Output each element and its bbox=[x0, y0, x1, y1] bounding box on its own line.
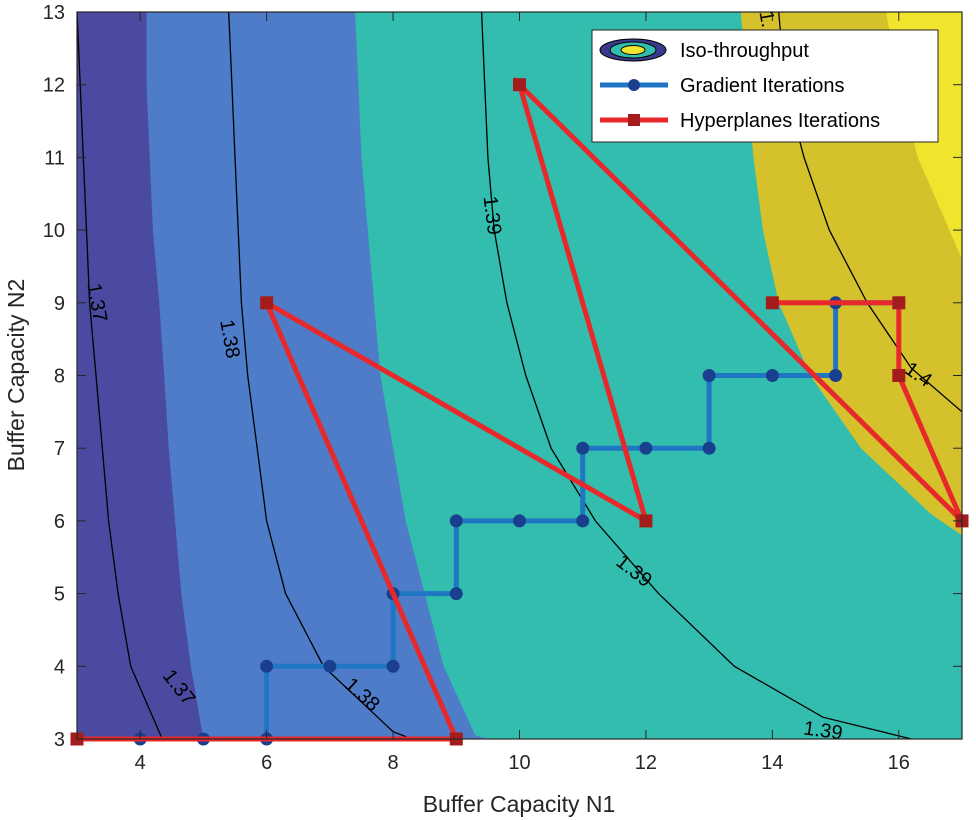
data-point bbox=[386, 659, 400, 673]
y-tick-label: 4 bbox=[54, 656, 65, 678]
x-axis-label: Buffer Capacity N1 bbox=[423, 791, 616, 817]
x-tick-label: 10 bbox=[508, 752, 530, 774]
data-point bbox=[260, 296, 274, 310]
data-point bbox=[829, 369, 843, 382]
contour-region-1.41 bbox=[886, 12, 962, 739]
y-tick-label: 9 bbox=[54, 293, 65, 315]
contour-region-1.40 bbox=[740, 12, 962, 739]
y-tick-label: 8 bbox=[54, 366, 65, 388]
x-axis-ticks: 4 6 8 10 12 14 16 bbox=[135, 12, 910, 774]
data-point bbox=[513, 514, 526, 528]
legend-item: Gradient Iterations bbox=[600, 75, 845, 97]
data-point bbox=[449, 587, 463, 601]
x-tick-label: 4 bbox=[135, 752, 146, 774]
y-tick-label: 11 bbox=[44, 147, 65, 169]
y-tick-label: 6 bbox=[54, 511, 65, 533]
contour-line-1.38 bbox=[228, 12, 413, 739]
data-point bbox=[639, 514, 653, 528]
data-point bbox=[576, 441, 590, 455]
series-layer bbox=[70, 76, 969, 746]
data-point bbox=[892, 369, 906, 382]
y-axis-label: Buffer Capacity N2 bbox=[3, 279, 29, 472]
data-point bbox=[702, 441, 716, 455]
y-tick-label: 7 bbox=[54, 438, 65, 460]
y-tick-label: 10 bbox=[43, 220, 65, 242]
contour-line-1.39 bbox=[480, 12, 912, 739]
contour-label: 1.39 bbox=[802, 717, 844, 744]
y-tick-label: 13 bbox=[43, 2, 65, 24]
y-tick-label: 12 bbox=[43, 75, 65, 97]
y-tick-label: 3 bbox=[54, 729, 65, 751]
legend-label: Hyperplanes Iterations bbox=[680, 110, 880, 132]
x-tick-label: 14 bbox=[761, 752, 783, 774]
data-point bbox=[260, 659, 274, 673]
legend-item: Hyperplanes Iterations bbox=[600, 110, 880, 132]
data-point bbox=[639, 441, 653, 455]
legend: Iso-throughput Gradient Iterations Hyperpl… bbox=[591, 29, 939, 143]
data-point bbox=[892, 296, 906, 310]
legend-marker-icon bbox=[628, 79, 640, 91]
data-point bbox=[765, 296, 779, 310]
legend-contour-icon-core bbox=[620, 45, 646, 55]
data-point bbox=[323, 659, 337, 673]
x-tick-label: 16 bbox=[888, 752, 910, 774]
legend-marker-icon bbox=[628, 114, 640, 126]
series-line bbox=[77, 300, 899, 742]
x-tick-label: 12 bbox=[635, 752, 657, 774]
y-axis-ticks: 3 4 5 6 7 8 9 10 11 12 13 bbox=[43, 2, 962, 751]
data-point bbox=[702, 369, 716, 382]
x-tick-label: 8 bbox=[388, 752, 399, 774]
data-point bbox=[576, 514, 590, 528]
contour-lines bbox=[77, 12, 962, 739]
legend-item: Iso-throughput bbox=[599, 38, 809, 62]
contour-label: 1.39 bbox=[478, 195, 505, 236]
data-point bbox=[513, 78, 526, 92]
data-point bbox=[765, 369, 779, 382]
legend-label: Iso-throughput bbox=[680, 40, 809, 62]
data-point bbox=[449, 514, 463, 528]
y-tick-label: 5 bbox=[54, 584, 65, 606]
legend-label: Gradient Iterations bbox=[680, 75, 845, 97]
contour-line-1.37 bbox=[77, 12, 163, 739]
contour-label: 1. bbox=[754, 9, 779, 29]
x-tick-label: 6 bbox=[261, 752, 272, 774]
